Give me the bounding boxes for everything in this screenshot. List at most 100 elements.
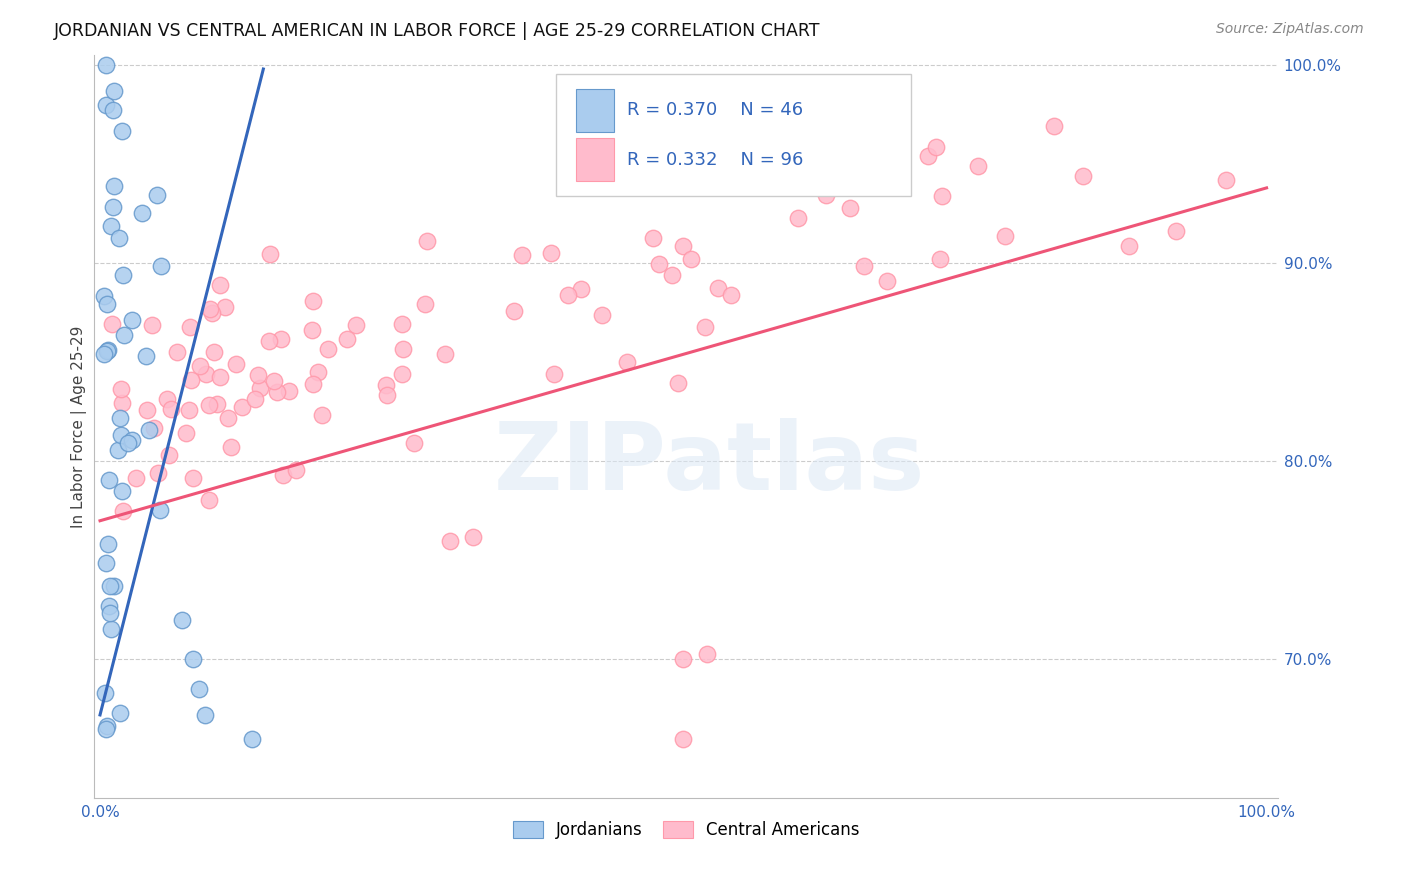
- Point: [117, 436, 139, 450]
- Point: [591, 309, 613, 323]
- Point: [416, 235, 439, 249]
- Point: [377, 388, 399, 402]
- Point: [97, 473, 120, 487]
- FancyBboxPatch shape: [555, 74, 911, 196]
- Point: [672, 239, 695, 253]
- Point: [208, 370, 231, 384]
- Point: [271, 468, 294, 483]
- Point: [336, 332, 359, 346]
- Point: [180, 373, 202, 387]
- Point: [194, 707, 217, 722]
- Point: [929, 252, 952, 267]
- Point: [681, 252, 703, 267]
- Point: [917, 149, 939, 163]
- Point: [641, 230, 664, 244]
- Point: [200, 301, 222, 316]
- Point: [135, 349, 157, 363]
- Point: [197, 492, 219, 507]
- Point: [402, 436, 425, 450]
- Point: [217, 411, 239, 425]
- Point: [1071, 169, 1094, 184]
- Point: [463, 530, 485, 544]
- Point: [112, 327, 135, 342]
- Point: [786, 211, 808, 225]
- Point: [100, 622, 122, 636]
- Point: [616, 354, 638, 368]
- Point: [97, 537, 120, 551]
- Point: [240, 731, 263, 746]
- Point: [391, 342, 413, 356]
- Text: Source: ZipAtlas.com: Source: ZipAtlas.com: [1216, 22, 1364, 37]
- Point: [263, 375, 285, 389]
- Point: [166, 345, 188, 359]
- Point: [103, 579, 125, 593]
- Point: [931, 189, 953, 203]
- Point: [177, 402, 200, 417]
- Point: [672, 731, 695, 746]
- Point: [219, 440, 242, 454]
- Point: [149, 503, 172, 517]
- Point: [924, 140, 946, 154]
- Point: [98, 606, 121, 620]
- Point: [93, 289, 115, 303]
- Point: [174, 425, 197, 440]
- Point: [188, 359, 211, 373]
- Point: [208, 278, 231, 293]
- Point: [301, 294, 323, 309]
- Point: [157, 449, 180, 463]
- Point: [108, 410, 131, 425]
- Point: [285, 463, 308, 477]
- Point: [146, 188, 169, 202]
- Point: [311, 408, 333, 422]
- Point: [121, 433, 143, 447]
- Point: [111, 396, 134, 410]
- Point: [94, 98, 117, 112]
- Point: [1166, 223, 1188, 237]
- Point: [148, 466, 170, 480]
- Point: [247, 368, 270, 383]
- Point: [266, 385, 288, 400]
- Point: [160, 401, 183, 416]
- Point: [100, 318, 122, 332]
- Point: [707, 281, 730, 295]
- Point: [557, 288, 579, 302]
- Point: [391, 317, 413, 331]
- Text: R = 0.370    N = 46: R = 0.370 N = 46: [627, 101, 803, 120]
- Point: [672, 652, 695, 666]
- Point: [131, 206, 153, 220]
- Point: [1118, 239, 1140, 253]
- Point: [277, 384, 299, 398]
- Point: [156, 392, 179, 406]
- Point: [98, 579, 121, 593]
- Point: [110, 428, 132, 442]
- Point: [434, 347, 457, 361]
- Point: [852, 259, 875, 273]
- Y-axis label: In Labor Force | Age 25-29: In Labor Force | Age 25-29: [72, 326, 87, 528]
- Point: [94, 556, 117, 570]
- Legend: Jordanians, Central Americans: Jordanians, Central Americans: [506, 814, 866, 846]
- Point: [344, 318, 367, 332]
- Point: [307, 365, 329, 379]
- Point: [98, 599, 121, 613]
- Point: [648, 257, 671, 271]
- Point: [374, 377, 396, 392]
- Point: [141, 318, 163, 332]
- Point: [110, 706, 132, 721]
- Point: [720, 288, 742, 302]
- Point: [188, 682, 211, 697]
- Point: [112, 268, 135, 282]
- Point: [125, 471, 148, 485]
- Point: [301, 323, 323, 337]
- Point: [143, 421, 166, 435]
- Point: [181, 471, 204, 485]
- Point: [135, 403, 157, 417]
- Point: [194, 367, 217, 381]
- Point: [93, 685, 115, 699]
- Point: [111, 124, 134, 138]
- Point: [838, 201, 860, 215]
- Point: [502, 304, 524, 318]
- Point: [103, 84, 125, 98]
- Point: [103, 178, 125, 193]
- Text: R = 0.332    N = 96: R = 0.332 N = 96: [627, 151, 803, 169]
- Point: [96, 58, 118, 72]
